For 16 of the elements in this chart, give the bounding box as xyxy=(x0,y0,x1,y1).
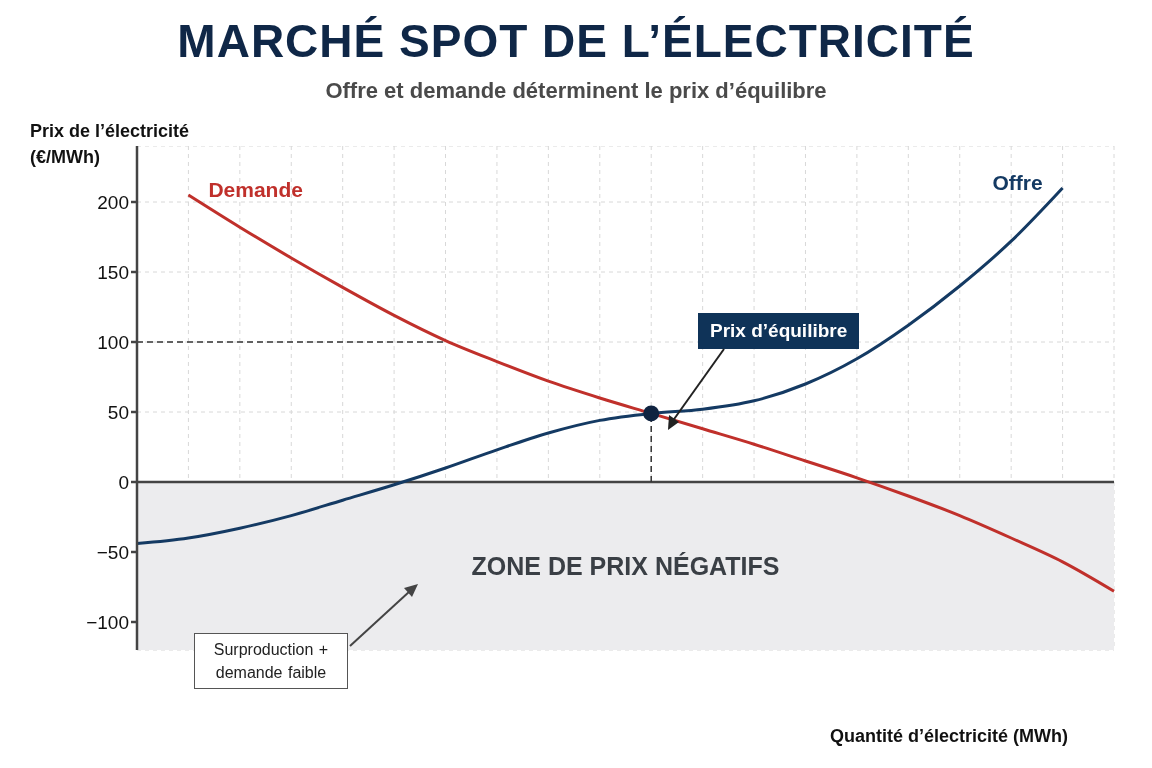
y-tick-label: 200 xyxy=(97,191,129,213)
band-label: ZONE DE PRIX NÉGATIFS xyxy=(471,551,780,580)
annotation: Prix d’équilibre xyxy=(698,313,860,349)
y-tick-label: 0 xyxy=(118,471,129,493)
y-tick-label: 50 xyxy=(107,401,129,423)
annotation: Surproduction + demande faible xyxy=(194,633,348,689)
x-axis-title: Quantité d’électricité (MWh) xyxy=(829,726,1068,747)
y-axis-title: Prix de l’électricité (€/MWh) xyxy=(30,120,190,169)
y-tick-label: −50 xyxy=(96,541,129,563)
y-tick-label: 100 xyxy=(97,331,129,353)
series-label: Offre xyxy=(992,171,1043,194)
y-tick-label: 150 xyxy=(97,261,129,283)
series-label: Demande xyxy=(208,178,303,201)
chart-title: MARCHÉ SPOT DE L’ÉLECTRICITÉ xyxy=(176,14,976,68)
y-tick-label: −100 xyxy=(86,611,129,633)
chart-subtitle: Offre et demande déterminent le prix d’équilibre xyxy=(324,78,828,104)
